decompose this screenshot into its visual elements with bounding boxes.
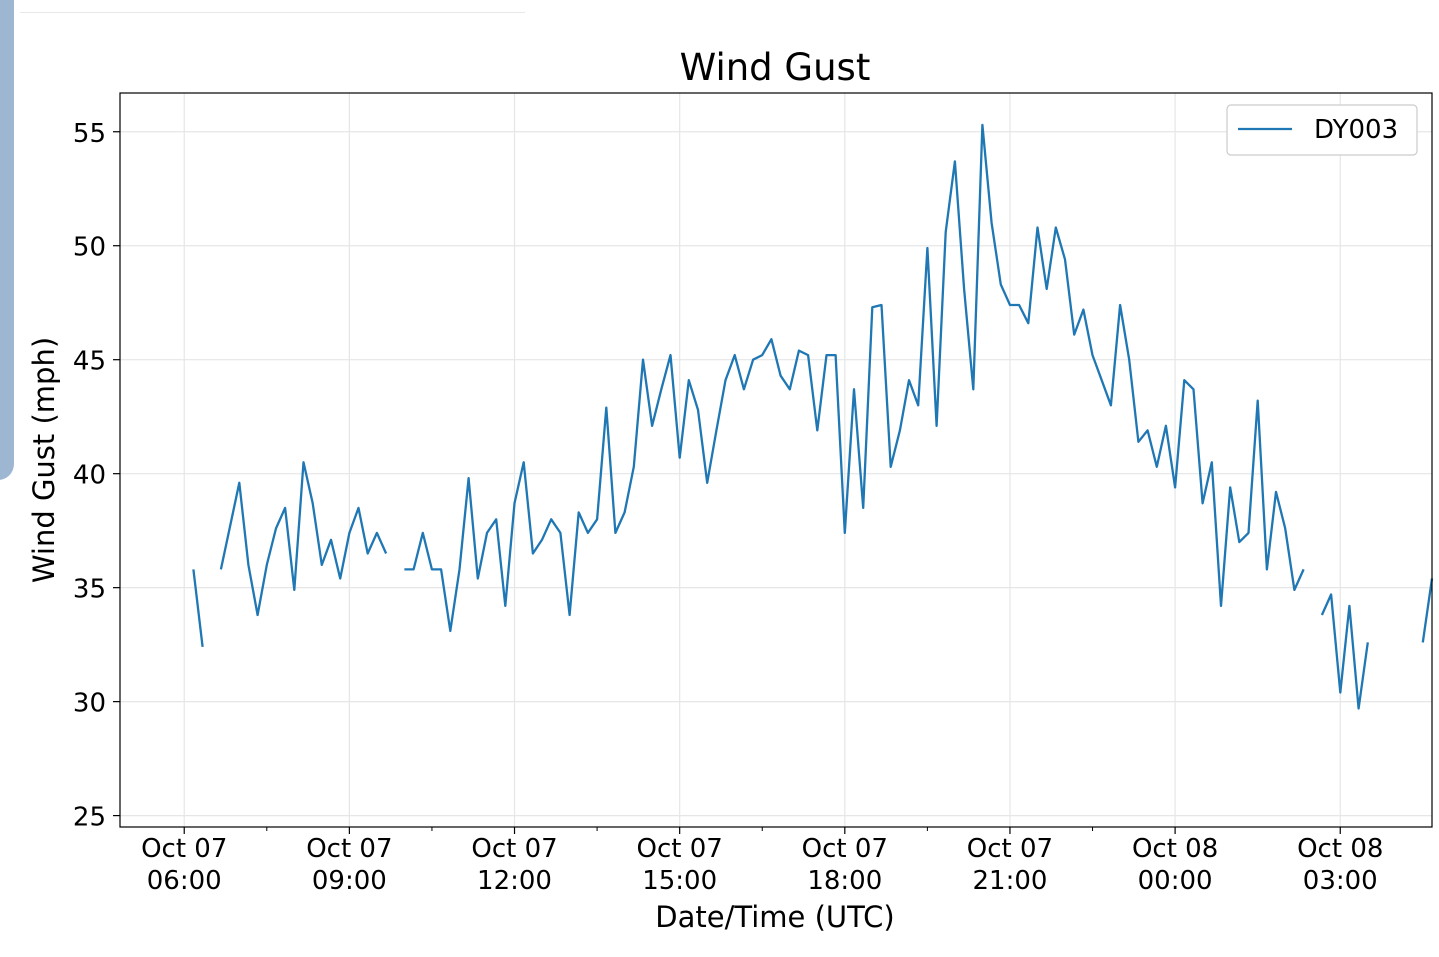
y-tick-label: 45 bbox=[73, 347, 106, 377]
series-line-segment bbox=[1421, 578, 1434, 643]
y-tick-label: 40 bbox=[73, 461, 106, 491]
x-tick-label: Oct 07 21:00 bbox=[967, 834, 1053, 896]
y-tick-label: 50 bbox=[73, 233, 106, 263]
x-tick-label: Oct 07 12:00 bbox=[471, 834, 557, 896]
x-tick-label: Oct 07 06:00 bbox=[141, 834, 227, 896]
plot-frame bbox=[119, 92, 1433, 828]
series-line-segment bbox=[404, 123, 1305, 633]
legend: DY003 bbox=[1226, 104, 1418, 156]
x-tick-label: Oct 07 15:00 bbox=[637, 834, 723, 896]
y-tick-label: 30 bbox=[73, 689, 106, 719]
chart-title: Wind Gust bbox=[680, 46, 871, 89]
x-tick-label: Oct 07 18:00 bbox=[802, 834, 888, 896]
y-tick-label: 55 bbox=[73, 119, 106, 149]
side-panel-tab bbox=[0, 0, 14, 480]
series-line-segment bbox=[219, 461, 388, 617]
top-divider bbox=[20, 12, 525, 13]
y-axis-ticks: 25 30 35 40 45 50 55 bbox=[73, 119, 120, 833]
legend-box bbox=[1226, 104, 1418, 156]
y-axis-label: Wind Gust (mph) bbox=[27, 337, 61, 583]
grid-lines bbox=[120, 93, 1432, 827]
y-tick-label: 25 bbox=[73, 803, 106, 833]
series-line-segment bbox=[1320, 593, 1369, 710]
legend-label: DY003 bbox=[1314, 115, 1398, 145]
x-tick-label: Oct 07 09:00 bbox=[306, 834, 392, 896]
series-line-segment bbox=[192, 569, 204, 648]
y-tick-label: 35 bbox=[73, 575, 106, 605]
x-axis-ticks: Oct 07 06:00 Oct 07 09:00 Oct 07 12:00 Oct 07 1… bbox=[141, 827, 1383, 896]
series-lines bbox=[192, 123, 1434, 710]
x-axis-label: Date/Time (UTC) bbox=[655, 900, 894, 934]
x-tick-label: Oct 08 03:00 bbox=[1297, 834, 1383, 896]
x-tick-label: Oct 08 00:00 bbox=[1132, 834, 1218, 896]
